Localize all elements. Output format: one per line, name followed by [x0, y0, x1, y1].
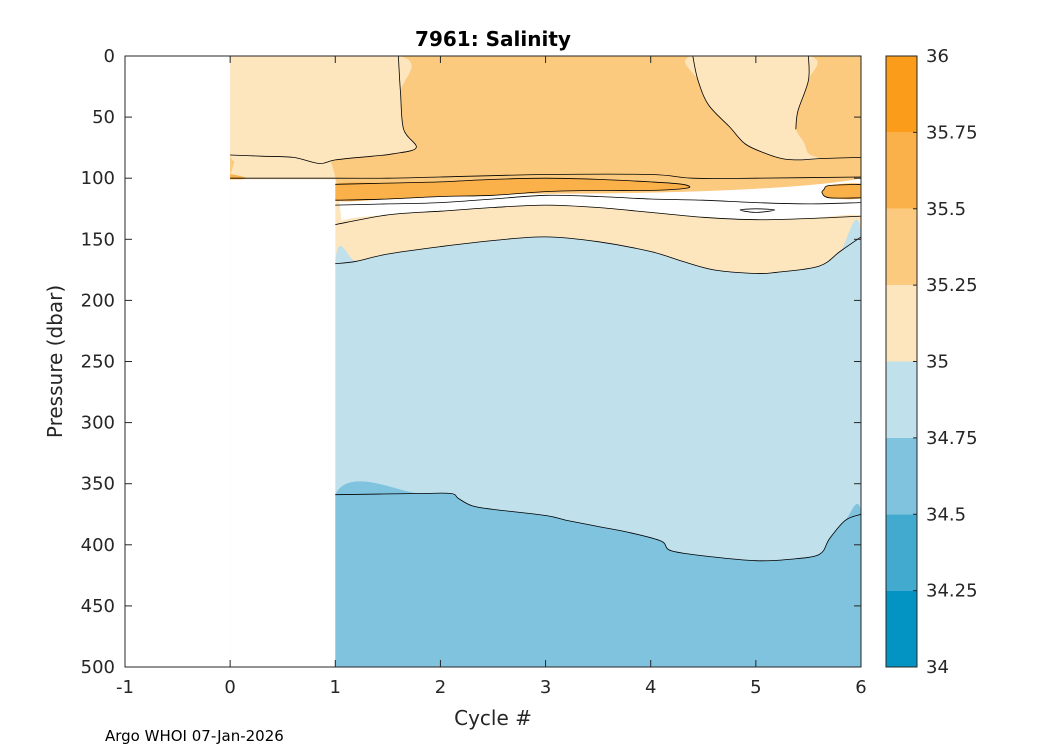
colorbar-tick-label: 34.25 — [926, 581, 978, 602]
x-tick-label: 5 — [750, 677, 761, 698]
colorbar-tick-label: 35.25 — [926, 275, 978, 296]
footer-credit: Argo WHOI 07-Jan-2026 — [105, 727, 284, 745]
colorbar-tick-label: 36 — [926, 46, 949, 67]
x-tick-label: 1 — [330, 677, 341, 698]
y-tick-label: 150 — [81, 229, 115, 250]
x-tick-label: 6 — [855, 677, 866, 698]
y-tick-label: 0 — [104, 46, 115, 67]
contour-line-34.75-10 — [335, 492, 861, 562]
colorbar-swatch — [886, 514, 917, 591]
contour-line-35.25-1 — [692, 56, 861, 161]
colorbar-tick-label: 35 — [926, 352, 949, 373]
x-axis: -1 0 1 2 3 4 5 6 — [116, 56, 867, 698]
colorbar-tick-label: 34.75 — [926, 428, 978, 449]
x-tick-label: 4 — [645, 677, 656, 698]
contour-line-35.25-8 — [335, 204, 861, 225]
contour-lines-layer — [230, 56, 861, 562]
y-axis: 0 50 100 150 200 250 300 350 400 450 500 — [81, 46, 861, 678]
y-axis-label: Pressure (dbar) — [43, 285, 67, 438]
contour-line-35.25-2 — [795, 56, 810, 130]
colorbar-tick-label: 34.5 — [926, 504, 966, 525]
contour-line-35.5-4 — [335, 177, 691, 201]
y-tick-label: 400 — [81, 535, 115, 556]
chart-title: 7961: Salinity — [415, 27, 571, 51]
contour-line-35.25-3 — [230, 173, 861, 179]
x-tick-label: 3 — [540, 677, 551, 698]
colorbar-swatch — [886, 132, 917, 209]
colorbar-swatch — [886, 208, 917, 286]
colorbar-tick-label: 35.75 — [926, 122, 978, 143]
contour-line-35-9 — [335, 236, 861, 275]
y-tick-label: 300 — [81, 413, 115, 434]
x-axis-label: Cycle # — [454, 706, 532, 730]
contour-line-35.25-0 — [230, 56, 417, 164]
colorbar-swatch — [886, 437, 917, 515]
no-data-layer — [125, 56, 336, 667]
y-tick-label: 250 — [81, 352, 115, 373]
colorbar-tick-label: 35.5 — [926, 199, 966, 220]
y-tick-label: 350 — [81, 474, 115, 495]
no-data-region-1 — [230, 179, 336, 667]
contour-line-35.5-6 — [335, 194, 861, 206]
contour-line-35.5-5 — [821, 183, 861, 199]
colorbar-tick-label: 34 — [926, 657, 949, 678]
colorbar-swatch — [886, 590, 917, 667]
colorbar-swatch — [886, 56, 917, 133]
colorbar: 34 34.25 34.5 34.75 35 35.25 35.5 35.75 36 — [885, 46, 978, 678]
x-tick-label: 0 — [224, 677, 235, 698]
y-tick-label: 100 — [81, 168, 115, 189]
y-tick-label: 50 — [92, 107, 115, 128]
colorbar-swatch — [886, 361, 917, 438]
y-tick-label: 500 — [81, 657, 115, 678]
no-data-region-0 — [125, 56, 231, 667]
colorbar-swatch — [886, 285, 917, 362]
contour-line-35.5-7 — [739, 208, 776, 213]
y-tick-label: 200 — [81, 290, 115, 311]
x-tick-label: 2 — [435, 677, 446, 698]
x-tick-label: -1 — [116, 677, 134, 698]
y-tick-label: 450 — [81, 596, 115, 617]
